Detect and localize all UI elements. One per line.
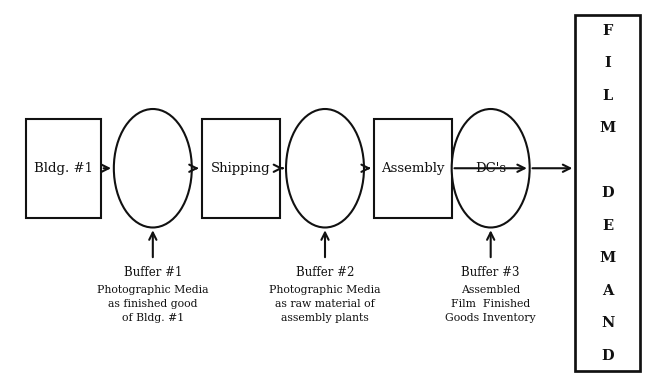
- Text: Buffer #1: Buffer #1: [123, 266, 182, 279]
- Text: Buffer #2: Buffer #2: [296, 266, 354, 279]
- Ellipse shape: [286, 109, 364, 227]
- Bar: [374, 119, 452, 218]
- Bar: [26, 119, 101, 218]
- Text: D: D: [601, 349, 614, 363]
- Text: Assembly: Assembly: [381, 162, 444, 175]
- Text: N: N: [601, 316, 615, 330]
- Text: Bldg. #1: Bldg. #1: [34, 162, 93, 175]
- Text: DC's: DC's: [475, 162, 507, 175]
- Bar: [202, 119, 280, 218]
- Text: M: M: [599, 251, 616, 265]
- Text: A: A: [602, 284, 613, 298]
- Text: Shipping: Shipping: [211, 162, 271, 175]
- Text: E: E: [602, 218, 613, 232]
- Text: Photographic Media
as raw material of
assembly plants: Photographic Media as raw material of as…: [269, 285, 381, 323]
- Text: M: M: [599, 121, 616, 135]
- Bar: [575, 15, 640, 371]
- Text: Photographic Media
as finished good
of Bldg. #1: Photographic Media as finished good of B…: [97, 285, 209, 323]
- Text: F: F: [603, 24, 613, 38]
- Text: D: D: [601, 186, 614, 200]
- Text: I: I: [604, 56, 611, 70]
- Ellipse shape: [452, 109, 530, 227]
- Text: Assembled
Film  Finished
Goods Inventory: Assembled Film Finished Goods Inventory: [446, 285, 536, 323]
- Text: Buffer #3: Buffer #3: [461, 266, 520, 279]
- Text: L: L: [603, 89, 613, 103]
- Ellipse shape: [114, 109, 192, 227]
